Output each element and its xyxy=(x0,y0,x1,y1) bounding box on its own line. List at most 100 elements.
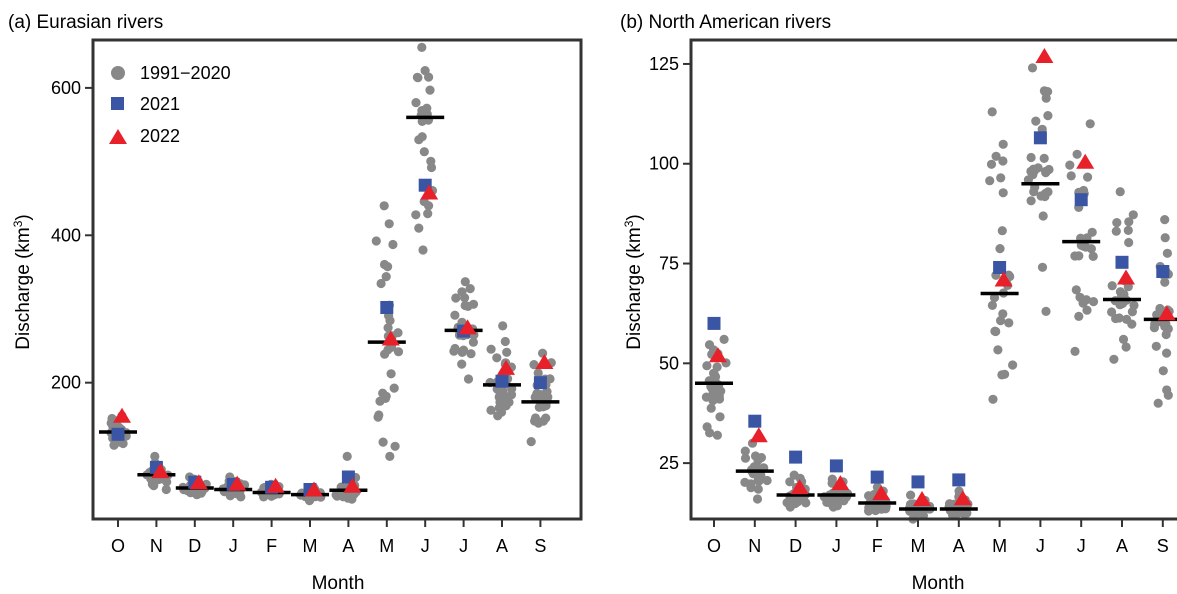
b-point-2021 xyxy=(829,459,843,473)
a-climatology-point xyxy=(393,347,404,357)
b-climatology-point xyxy=(1162,248,1172,258)
a-climatology-point xyxy=(541,413,551,423)
b-climatology-point xyxy=(991,326,1001,337)
b-climatology-point xyxy=(1160,233,1170,243)
b-xtick-label-3: J xyxy=(832,536,841,556)
a-climatology-point xyxy=(526,437,536,447)
a-xtick-label-0: O xyxy=(111,536,125,556)
a-xtick-label-10: A xyxy=(496,536,508,556)
b-climatology-point xyxy=(1031,116,1041,126)
b-climatology-point xyxy=(1075,292,1085,302)
b-xtick-label-7: M xyxy=(992,536,1007,556)
a-climatology-point xyxy=(460,277,470,287)
panel-b-marks xyxy=(695,48,1177,524)
a-point-2022 xyxy=(305,481,323,497)
b-ytick-label-25: 25 xyxy=(659,453,679,473)
a-point-2022 xyxy=(420,184,439,200)
b-climatology-point xyxy=(986,159,997,169)
b-climatology-point xyxy=(1082,305,1092,315)
b-climatology-point xyxy=(1124,217,1134,227)
a-climatology-point xyxy=(506,390,517,400)
b-climatology-point xyxy=(708,388,718,398)
a-climatology-point xyxy=(500,336,510,347)
b-climatology-point xyxy=(1107,281,1117,291)
b-climatology-point xyxy=(1121,342,1131,352)
b-ytick-label-50: 50 xyxy=(659,353,679,373)
b-climatology-point xyxy=(998,156,1008,166)
a-climatology-point xyxy=(383,323,393,333)
b-climatology-point xyxy=(998,309,1008,319)
b-climatology-point xyxy=(716,386,726,396)
a-climatology-point xyxy=(411,98,421,108)
a-climatology-point xyxy=(498,321,508,331)
b-climatology-point xyxy=(1111,313,1121,324)
b-point-2022 xyxy=(994,271,1013,287)
panel-north-american: (b) North American rivers Discharge (km3… xyxy=(620,12,1177,594)
b-climatology-point xyxy=(740,446,750,456)
a-climatology-point xyxy=(426,162,437,173)
a-point-2022 xyxy=(343,477,362,493)
a-climatology-point xyxy=(385,316,395,326)
b-climatology-point xyxy=(1160,277,1170,287)
b-point-2021 xyxy=(789,450,803,464)
a-climatology-point xyxy=(530,413,541,423)
b-climatology-point xyxy=(1070,346,1080,356)
b-climatology-point xyxy=(1151,341,1161,351)
b-climatology-point xyxy=(1039,153,1049,163)
b-point-2022 xyxy=(953,490,972,506)
b-point-2022 xyxy=(1076,153,1095,169)
b-climatology-point xyxy=(1111,226,1121,236)
b-climatology-point xyxy=(906,490,916,500)
panel-a-ylabel: Discharge (km3) xyxy=(11,214,34,350)
b-xtick-label-1: N xyxy=(748,536,761,556)
a-climatology-point xyxy=(375,396,385,406)
b-climatology-point xyxy=(1123,225,1133,235)
b-climatology-point xyxy=(1033,163,1043,173)
panel-a-title: (a) Eurasian rivers xyxy=(8,12,163,33)
panel-b-frame xyxy=(689,38,1177,521)
b-climatology-point xyxy=(1026,152,1036,163)
a-point-2022 xyxy=(535,354,554,369)
b-point-2021 xyxy=(748,414,762,428)
b-climatology-point xyxy=(1008,360,1018,370)
a-climatology-point xyxy=(417,132,427,142)
b-climatology-point xyxy=(864,491,874,501)
b-xtick-label-2: D xyxy=(789,536,802,556)
b-climatology-point xyxy=(1038,211,1048,221)
a-climatology-point xyxy=(486,405,496,415)
a-climatology-point xyxy=(424,72,434,82)
b-xtick-label-5: M xyxy=(911,536,926,556)
panel-b-ylabel: Discharge (km3) xyxy=(622,214,645,350)
a-climatology-point xyxy=(496,407,507,417)
b-point-2021 xyxy=(1115,255,1129,269)
b-point-2022 xyxy=(1117,269,1135,285)
b-climatology-point xyxy=(1112,218,1122,228)
a-xtick-label-8: J xyxy=(421,536,430,556)
a-climatology-point xyxy=(492,353,502,363)
b-climatology-point xyxy=(1039,86,1049,96)
b-climatology-point xyxy=(712,430,723,440)
b-point-2021 xyxy=(993,261,1007,274)
b-climatology-point xyxy=(1083,172,1093,182)
b-point-2022 xyxy=(872,485,891,501)
a-xtick-label-1: N xyxy=(150,536,163,556)
b-xtick-label-8: J xyxy=(1036,536,1045,556)
a-climatology-point xyxy=(378,437,388,447)
panel-b-xlabel: Month xyxy=(912,573,965,594)
b-climatology-point xyxy=(1109,354,1119,364)
a-climatology-point xyxy=(545,374,555,384)
a-point-2021 xyxy=(533,376,547,390)
b-climatology-point xyxy=(1070,251,1080,261)
legend-marker-1991-2020 xyxy=(111,66,125,80)
b-ytick-label-100: 100 xyxy=(649,154,679,174)
b-climatology-point xyxy=(749,462,759,472)
b-climatology-point xyxy=(709,368,719,378)
b-climatology-point xyxy=(1087,227,1097,237)
panel-a-marks xyxy=(99,42,560,506)
b-climatology-point xyxy=(998,188,1008,198)
b-climatology-point xyxy=(756,453,767,463)
panel-b-axes: 25 50 75 100 125 O N D J F M A M J J A S xyxy=(649,54,1169,556)
a-point-2022 xyxy=(228,475,247,491)
b-climatology-point xyxy=(715,412,725,422)
a-climatology-point xyxy=(374,410,384,420)
